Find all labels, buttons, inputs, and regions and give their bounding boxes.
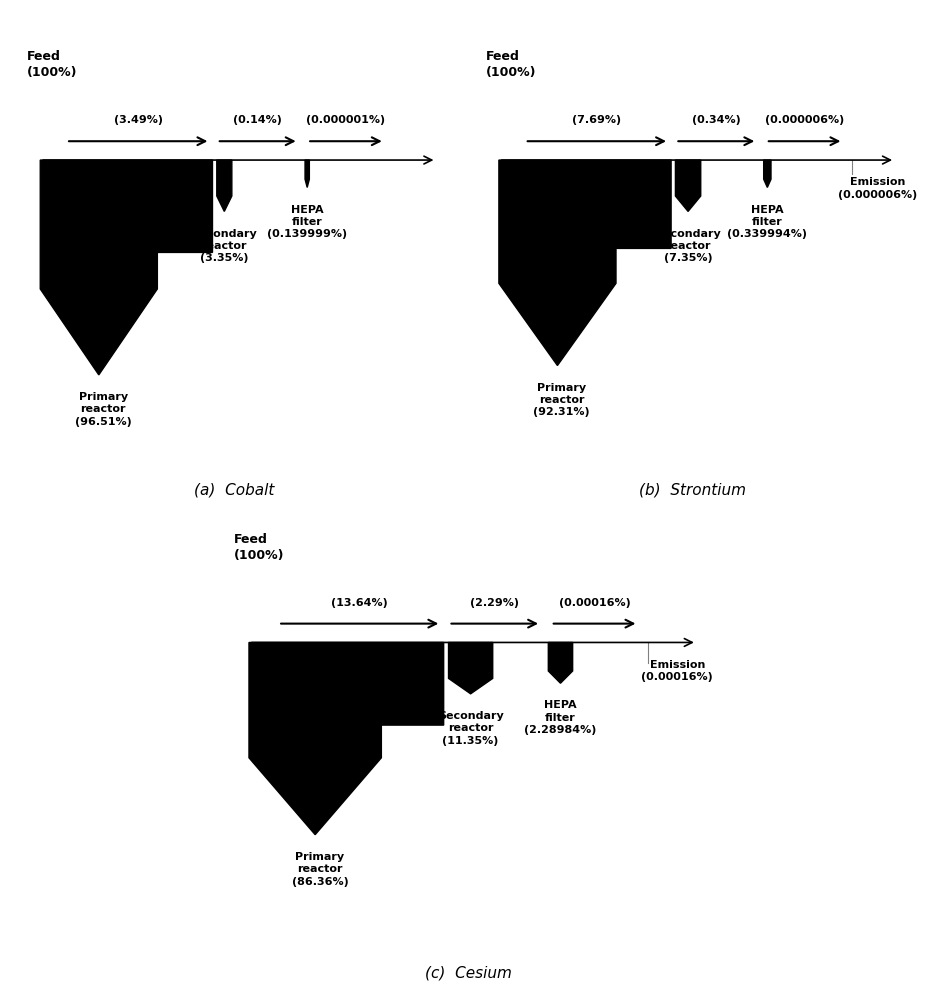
Text: HEPA
filter
(0.339994%): HEPA filter (0.339994%): [727, 205, 808, 239]
Text: Primary
reactor
(96.51%): Primary reactor (96.51%): [75, 392, 131, 427]
Text: (0.000001%): (0.000001%): [306, 116, 386, 126]
Text: (a)  Cobalt: (a) Cobalt: [194, 482, 274, 497]
Text: Feed
(100%): Feed (100%): [234, 533, 285, 562]
Text: (0.14%): (0.14%): [233, 116, 282, 126]
Text: (0.34%): (0.34%): [692, 116, 740, 126]
Text: (0.00016%): (0.00016%): [559, 598, 631, 608]
Text: Feed
(100%): Feed (100%): [486, 50, 536, 79]
Text: Primary
reactor
(92.31%): Primary reactor (92.31%): [534, 383, 590, 417]
Text: Emission
(0.000006%): Emission (0.000006%): [838, 177, 917, 200]
Text: Secondary
reactor
(11.35%): Secondary reactor (11.35%): [438, 711, 504, 746]
Polygon shape: [499, 160, 671, 366]
Text: (b)  Strontium: (b) Strontium: [639, 482, 746, 497]
Polygon shape: [249, 642, 444, 835]
Polygon shape: [548, 642, 573, 683]
Text: Primary
reactor
(86.36%): Primary reactor (86.36%): [292, 852, 348, 886]
Polygon shape: [764, 160, 771, 188]
Text: Secondary
reactor
(3.35%): Secondary reactor (3.35%): [192, 228, 257, 263]
Text: (7.69%): (7.69%): [572, 116, 622, 126]
Polygon shape: [676, 160, 701, 211]
Text: (13.64%): (13.64%): [331, 598, 388, 608]
Text: HEPA
filter
(0.139999%): HEPA filter (0.139999%): [267, 205, 347, 239]
Text: Emission
(0.00016%): Emission (0.00016%): [641, 659, 713, 682]
Polygon shape: [217, 160, 232, 211]
Text: (0.000006%): (0.000006%): [765, 116, 844, 126]
Polygon shape: [448, 642, 492, 693]
Polygon shape: [305, 160, 310, 188]
Text: HEPA
filter
(2.28984%): HEPA filter (2.28984%): [524, 700, 596, 735]
Text: Secondary
reactor
(7.35%): Secondary reactor (7.35%): [655, 228, 721, 263]
Text: (3.49%): (3.49%): [113, 116, 163, 126]
Text: (c)  Cesium: (c) Cesium: [425, 965, 511, 980]
Text: (2.29%): (2.29%): [470, 598, 519, 608]
Polygon shape: [40, 160, 212, 375]
Text: Feed
(100%): Feed (100%): [27, 50, 78, 79]
